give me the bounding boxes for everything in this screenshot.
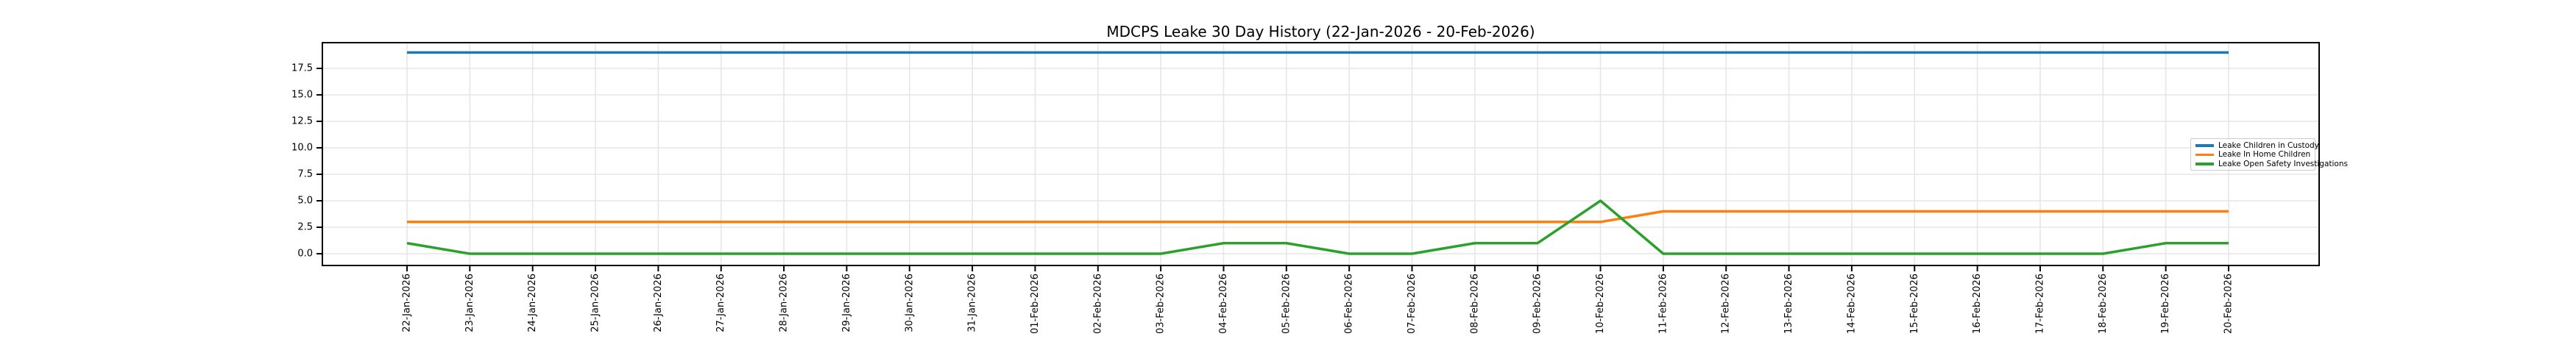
series-line-leake-open-safety-investigations [406, 199, 2229, 255]
y-tick-label: 17.5 [291, 63, 313, 74]
x-tick-label: 07-Feb-2026 [1406, 274, 1418, 334]
x-tick-label: 24-Jan-2026 [527, 274, 538, 332]
x-tick-label: 26-Jan-2026 [653, 274, 664, 332]
legend-item-leake-in-home-children: Leake In Home Children [2195, 150, 2310, 159]
x-tick-label: 30-Jan-2026 [904, 274, 915, 332]
x-tick-label: 19-Feb-2026 [2160, 274, 2171, 334]
x-tick-label: 10-Feb-2026 [1595, 274, 1606, 334]
x-tick-label: 27-Jan-2026 [715, 274, 726, 332]
series-line-leake-in-home-children [407, 210, 2229, 224]
y-tick-label: 15.0 [291, 90, 313, 101]
x-tick-label: 18-Feb-2026 [2098, 274, 2109, 334]
legend-item-leake-children-in-custody: Leake Children in Custody [2195, 141, 2319, 150]
x-tick-label: 15-Feb-2026 [1909, 274, 1920, 334]
chart-title: MDCPS Leake 30 Day History (22-Jan-2026 … [1106, 23, 1535, 40]
y-tick-label: 7.5 [297, 169, 313, 180]
x-tick-label: 31-Jan-2026 [967, 274, 978, 332]
x-tick-label: 20-Feb-2026 [2223, 274, 2234, 334]
x-tick-label: 06-Feb-2026 [1344, 274, 1355, 334]
y-tick-label: 2.5 [297, 222, 313, 233]
x-tick-label: 14-Feb-2026 [1846, 274, 1857, 334]
y-tick-label: 5.0 [297, 196, 313, 207]
legend-line-swatch [2195, 163, 2214, 165]
x-tick-label: 09-Feb-2026 [1532, 274, 1543, 334]
legend: Leake Children in Custody Leake In Home C… [2190, 138, 2348, 171]
x-tick-label: 02-Feb-2026 [1092, 274, 1103, 334]
x-tick-label: 05-Feb-2026 [1281, 274, 1292, 334]
legend-line-swatch [2195, 144, 2214, 147]
legend-item-leake-open-safety-investigations: Leake Open Safety Investigations [2195, 160, 2348, 168]
y-tick-label: 0.0 [297, 249, 313, 260]
x-tick-label: 23-Jan-2026 [464, 274, 475, 332]
x-tick-label: 03-Feb-2026 [1156, 274, 1167, 334]
y-tick-label: 12.5 [291, 116, 313, 127]
x-tick-label: 11-Feb-2026 [1657, 274, 1669, 334]
x-tick-label: 12-Feb-2026 [1721, 274, 1732, 334]
x-tick-label: 01-Feb-2026 [1030, 274, 1041, 334]
x-tick-label: 17-Feb-2026 [2034, 274, 2045, 334]
y-tick-label: 10.0 [291, 143, 313, 154]
x-tick-label: 29-Jan-2026 [841, 274, 852, 332]
legend-label: Leake Open Safety Investigations [2218, 159, 2348, 168]
x-tick-label: 13-Feb-2026 [1783, 274, 1794, 334]
plot-border [322, 42, 2320, 266]
x-tick-label: 25-Jan-2026 [590, 274, 601, 332]
x-tick-label: 28-Jan-2026 [779, 274, 790, 332]
legend-label: Leake In Home Children [2218, 150, 2311, 160]
x-tick-label: 04-Feb-2026 [1218, 274, 1229, 334]
x-tick-label: 22-Jan-2026 [402, 274, 413, 332]
legend-line-swatch [2195, 153, 2214, 157]
x-tick-label: 08-Feb-2026 [1469, 274, 1480, 334]
legend-label: Leake Children in Custody [2218, 141, 2319, 151]
x-tick-label: 16-Feb-2026 [1972, 274, 1983, 334]
